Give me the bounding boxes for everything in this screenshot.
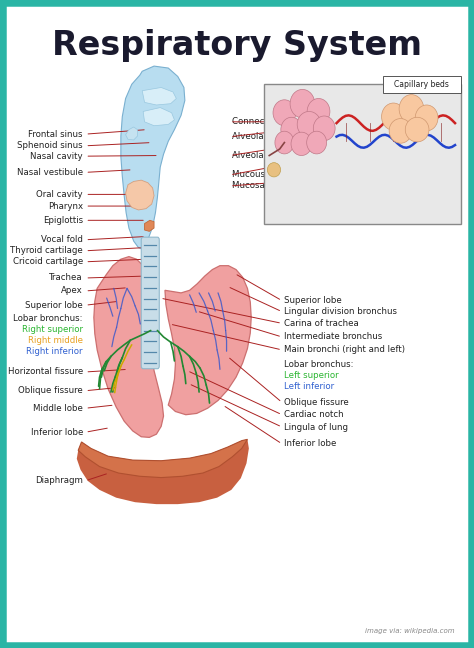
Text: Superior lobe: Superior lobe xyxy=(25,301,83,310)
Text: Epiglottis: Epiglottis xyxy=(43,216,83,225)
Text: Right superior: Right superior xyxy=(22,325,83,334)
Polygon shape xyxy=(121,66,185,249)
Text: Atrium: Atrium xyxy=(389,214,416,223)
Ellipse shape xyxy=(399,95,424,123)
Ellipse shape xyxy=(290,89,315,118)
Ellipse shape xyxy=(389,119,412,143)
Ellipse shape xyxy=(267,163,281,177)
Polygon shape xyxy=(145,220,154,231)
Ellipse shape xyxy=(382,103,405,130)
Text: Cardiac notch: Cardiac notch xyxy=(284,410,344,419)
Text: Sphenoid sinus: Sphenoid sinus xyxy=(18,141,83,150)
Text: Vocal fold: Vocal fold xyxy=(41,235,83,244)
Ellipse shape xyxy=(307,98,330,124)
Text: Mucous gland: Mucous gland xyxy=(232,170,292,179)
Ellipse shape xyxy=(415,105,438,131)
Ellipse shape xyxy=(275,132,294,154)
Text: Nasal cavity: Nasal cavity xyxy=(30,152,83,161)
Text: Pulmonary artery: Pulmonary artery xyxy=(269,214,344,223)
Text: Right inferior: Right inferior xyxy=(27,347,83,356)
Ellipse shape xyxy=(405,117,429,142)
Text: Left superior: Left superior xyxy=(284,371,339,380)
Text: Inferior lobe: Inferior lobe xyxy=(31,428,83,437)
Text: Oral cavity: Oral cavity xyxy=(36,190,83,199)
Text: Alveolar sacs: Alveolar sacs xyxy=(232,132,289,141)
Text: Inferior lobe: Inferior lobe xyxy=(284,439,337,448)
Polygon shape xyxy=(142,87,176,105)
Text: Connective tissue: Connective tissue xyxy=(232,117,309,126)
Text: Alveolar duct: Alveolar duct xyxy=(232,151,289,160)
Text: Lingular division bronchus: Lingular division bronchus xyxy=(284,307,397,316)
Text: Intermediate bronchus: Intermediate bronchus xyxy=(284,332,383,341)
Text: Oblique fissure: Oblique fissure xyxy=(284,398,349,407)
Ellipse shape xyxy=(291,132,312,156)
Text: Cricoid cartilage: Cricoid cartilage xyxy=(13,257,83,266)
Ellipse shape xyxy=(273,100,296,126)
Ellipse shape xyxy=(313,116,335,141)
Text: Lobar bronchus:: Lobar bronchus: xyxy=(13,314,83,323)
Text: Middle lobe: Middle lobe xyxy=(33,404,83,413)
Text: Main bronchi (right and left): Main bronchi (right and left) xyxy=(284,345,405,354)
Polygon shape xyxy=(126,180,154,210)
Text: Pharynx: Pharynx xyxy=(48,202,83,211)
Text: Apex: Apex xyxy=(61,286,83,295)
Text: image via: wikipedia.com: image via: wikipedia.com xyxy=(365,628,455,634)
Polygon shape xyxy=(78,439,247,478)
Polygon shape xyxy=(143,108,174,126)
Text: Diaphragm: Diaphragm xyxy=(35,476,83,485)
Polygon shape xyxy=(77,439,249,504)
Text: Lingula of lung: Lingula of lung xyxy=(284,422,348,432)
FancyBboxPatch shape xyxy=(141,237,159,369)
Text: Oblique fissure: Oblique fissure xyxy=(18,386,83,395)
Text: Alveoli: Alveoli xyxy=(389,203,416,212)
Text: Frontal sinus: Frontal sinus xyxy=(28,130,83,139)
Text: Thyroid cartilage: Thyroid cartilage xyxy=(10,246,83,255)
Polygon shape xyxy=(165,266,251,415)
Text: Horizontal fissure: Horizontal fissure xyxy=(8,367,83,376)
FancyBboxPatch shape xyxy=(264,84,461,224)
Text: Nasal vestibule: Nasal vestibule xyxy=(17,168,83,177)
Text: Respiratory System: Respiratory System xyxy=(52,29,422,62)
Polygon shape xyxy=(126,127,137,140)
Polygon shape xyxy=(94,257,164,437)
Text: Mucosal lining: Mucosal lining xyxy=(232,181,294,191)
Text: Trachea: Trachea xyxy=(49,273,83,283)
Text: Pulmonary vein: Pulmonary vein xyxy=(269,203,336,212)
Text: Right middle: Right middle xyxy=(28,336,83,345)
Text: Left inferior: Left inferior xyxy=(284,382,335,391)
Ellipse shape xyxy=(297,111,321,137)
Text: Superior lobe: Superior lobe xyxy=(284,296,342,305)
Ellipse shape xyxy=(307,132,327,154)
Text: Lobar bronchus:: Lobar bronchus: xyxy=(284,360,354,369)
Text: Capillary beds: Capillary beds xyxy=(394,80,449,89)
Text: Carina of trachea: Carina of trachea xyxy=(284,319,359,328)
FancyBboxPatch shape xyxy=(383,76,461,93)
Ellipse shape xyxy=(281,117,302,142)
